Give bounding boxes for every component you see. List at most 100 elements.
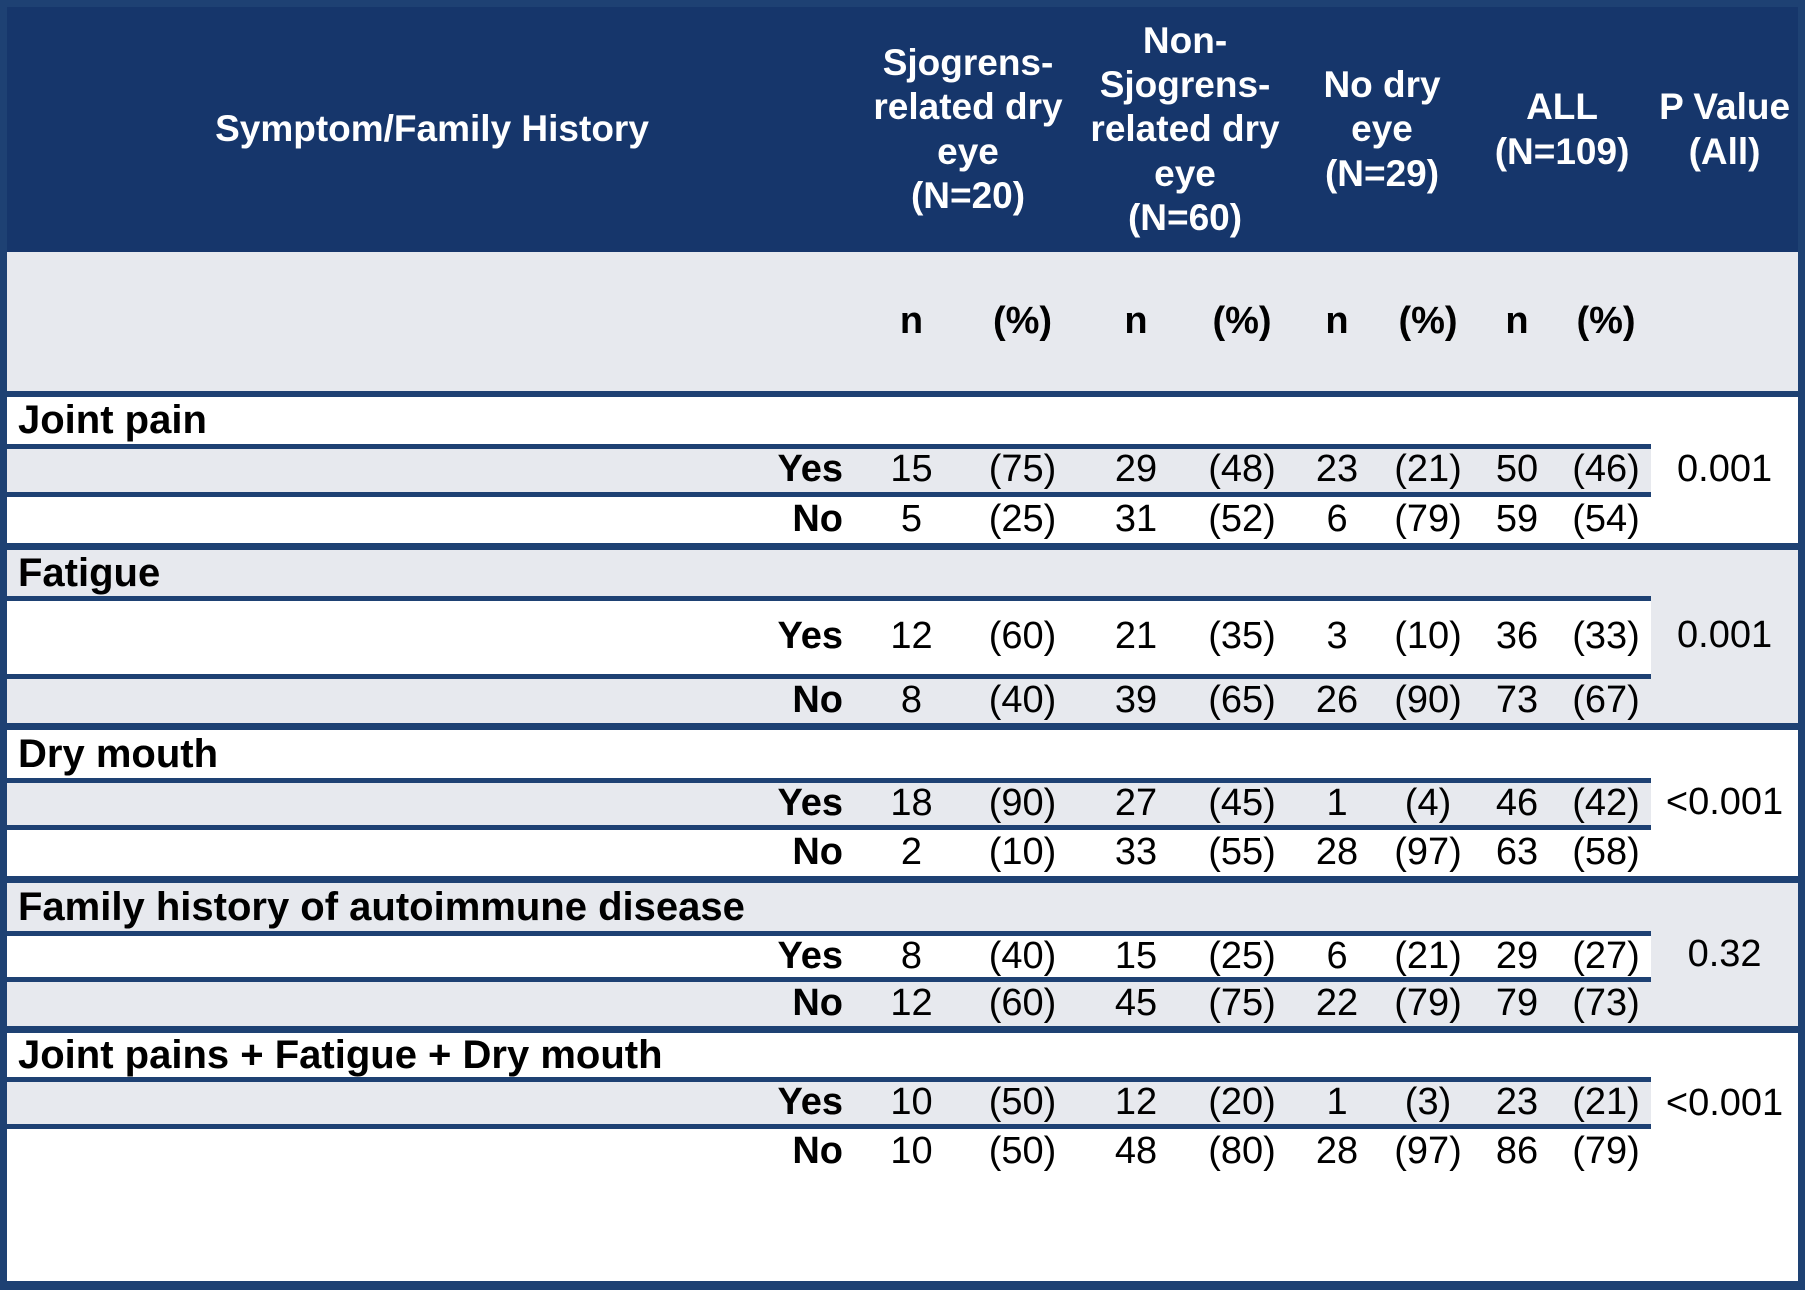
data-row-no: No 10 (50) 48 (80) 28 (97) 86 (79): [7, 1126, 1798, 1175]
value-cell: (21): [1383, 446, 1474, 497]
data-row-yes: Yes 8 (40) 15 (25) 6 (21) 29 (27): [7, 933, 1798, 983]
value-cell: 10: [857, 1079, 966, 1130]
value-cell: 29: [1079, 446, 1194, 497]
group-header-sjogrens: Sjogrens- related dry eye (N=20): [857, 7, 1080, 252]
data-row-yes: Yes 15 (75) 29 (48) 23 (21) 50 (46): [7, 446, 1798, 497]
value-cell: 8: [857, 933, 966, 983]
value-cell: 5: [857, 494, 966, 550]
value-cell: 31: [1079, 494, 1194, 550]
value-cell: (97): [1383, 1126, 1474, 1175]
yes-no-label: Yes: [7, 933, 857, 983]
value-cell: 18: [857, 780, 966, 830]
symptom-family-history-table: Symptom/Family History Sjogrens- related…: [7, 7, 1799, 1281]
value-cell: (3): [1383, 1079, 1474, 1130]
p-value-cell: 0.32: [1651, 879, 1799, 1034]
subheader-n: n: [857, 252, 966, 397]
yes-no-label: No: [7, 827, 857, 883]
section-title: Fatigue: [7, 546, 1652, 601]
p-value-cell: 0.001: [1651, 546, 1799, 730]
data-row-no: No 2 (10) 33 (55) 28 (97) 63 (58): [7, 827, 1798, 883]
value-cell: (25): [1193, 933, 1292, 983]
value-cell: 23: [1291, 446, 1384, 497]
value-cell: (97): [1383, 827, 1474, 883]
yes-no-label: No: [7, 1126, 857, 1175]
table-header-row: Symptom/Family History Sjogrens- related…: [7, 7, 1799, 252]
yes-no-label: No: [7, 494, 857, 550]
subheader-pct: (%): [1383, 252, 1474, 397]
section-title: Dry mouth: [7, 726, 1652, 783]
value-cell: 21: [1079, 598, 1194, 679]
value-cell: (45): [1193, 780, 1292, 830]
section-header-row: Fatigue 0.001: [7, 546, 1799, 730]
data-row-yes: Yes 12 (60) 21 (35) 3 (10) 36 (33): [7, 598, 1798, 679]
value-cell: 28: [1291, 827, 1384, 883]
section-title: Joint pains + Fatigue + Dry mouth: [7, 1029, 1652, 1083]
value-cell: (20): [1193, 1079, 1292, 1130]
symptom-column-header: Symptom/Family History: [7, 7, 857, 252]
subheader-row: n (%) n (%) n (%) n (%): [7, 252, 1799, 397]
value-cell: (79): [1561, 1126, 1652, 1175]
value-cell: 6: [1291, 494, 1384, 550]
value-cell: (35): [1193, 598, 1292, 679]
data-row-yes: Yes 18 (90) 27 (45) 1 (4) 46 (42): [7, 780, 1798, 830]
value-cell: (75): [966, 446, 1080, 497]
value-cell: 1: [1291, 780, 1384, 830]
value-cell: (21): [1561, 1079, 1652, 1130]
value-cell: (80): [1193, 1126, 1292, 1175]
value-cell: 48: [1079, 1126, 1194, 1175]
group-header-all: ALL (N=109): [1473, 7, 1652, 252]
value-cell: 12: [857, 979, 966, 1034]
value-cell: (10): [966, 827, 1080, 883]
data-row-no: No 12 (60) 45 (75) 22 (79) 79 (73): [7, 979, 1798, 1034]
value-cell: 39: [1079, 676, 1194, 730]
section-header-row: Family history of autoimmune disease 0.3…: [7, 879, 1799, 1034]
bottom-spacer: [7, 1174, 1799, 1281]
yes-no-label: Yes: [7, 598, 857, 679]
value-cell: 15: [857, 446, 966, 497]
value-cell: 10: [857, 1126, 966, 1175]
value-cell: (54): [1561, 494, 1652, 550]
value-cell: (90): [1383, 676, 1474, 730]
value-cell: 1: [1291, 1079, 1384, 1130]
value-cell: (79): [1383, 494, 1474, 550]
subheader-empty: [1651, 252, 1799, 397]
value-cell: (42): [1561, 780, 1652, 830]
yes-no-label: Yes: [7, 1079, 857, 1130]
value-cell: 8: [857, 676, 966, 730]
yes-no-label: Yes: [7, 780, 857, 830]
value-cell: (25): [966, 494, 1080, 550]
value-cell: 27: [1079, 780, 1194, 830]
section-header-row: Joint pain 0.001: [7, 394, 1799, 550]
value-cell: 73: [1473, 676, 1562, 730]
p-value-cell: 0.001: [1651, 394, 1799, 550]
value-cell: (79): [1383, 979, 1474, 1034]
value-cell: 46: [1473, 780, 1562, 830]
section-header-row: Joint pains + Fatigue + Dry mouth <0.001: [7, 1029, 1799, 1175]
value-cell: 28: [1291, 1126, 1384, 1175]
section-header-row: Dry mouth <0.001: [7, 726, 1799, 883]
bottom-spacer-row: [7, 1174, 1799, 1281]
group-header-p-value: P Value (All): [1651, 7, 1799, 252]
subheader-pct: (%): [1561, 252, 1652, 397]
data-row-yes: Yes 10 (50) 12 (20) 1 (3) 23 (21): [7, 1079, 1798, 1130]
value-cell: (50): [966, 1079, 1080, 1130]
value-cell: (73): [1561, 979, 1652, 1034]
value-cell: 3: [1291, 598, 1384, 679]
value-cell: 79: [1473, 979, 1562, 1034]
subheader-pct: (%): [966, 252, 1080, 397]
value-cell: 63: [1473, 827, 1562, 883]
value-cell: 86: [1473, 1126, 1562, 1175]
value-cell: 2: [857, 827, 966, 883]
value-cell: (50): [966, 1126, 1080, 1175]
yes-no-label: No: [7, 676, 857, 730]
value-cell: 15: [1079, 933, 1194, 983]
group-header-no-dry-eye: No dry eye (N=29): [1291, 7, 1474, 252]
value-cell: (40): [966, 676, 1080, 730]
p-value-cell: <0.001: [1651, 1029, 1799, 1175]
value-cell: 23: [1473, 1079, 1562, 1130]
subheader-empty: [7, 252, 857, 397]
value-cell: (67): [1561, 676, 1652, 730]
value-cell: 36: [1473, 598, 1562, 679]
value-cell: 6: [1291, 933, 1384, 983]
